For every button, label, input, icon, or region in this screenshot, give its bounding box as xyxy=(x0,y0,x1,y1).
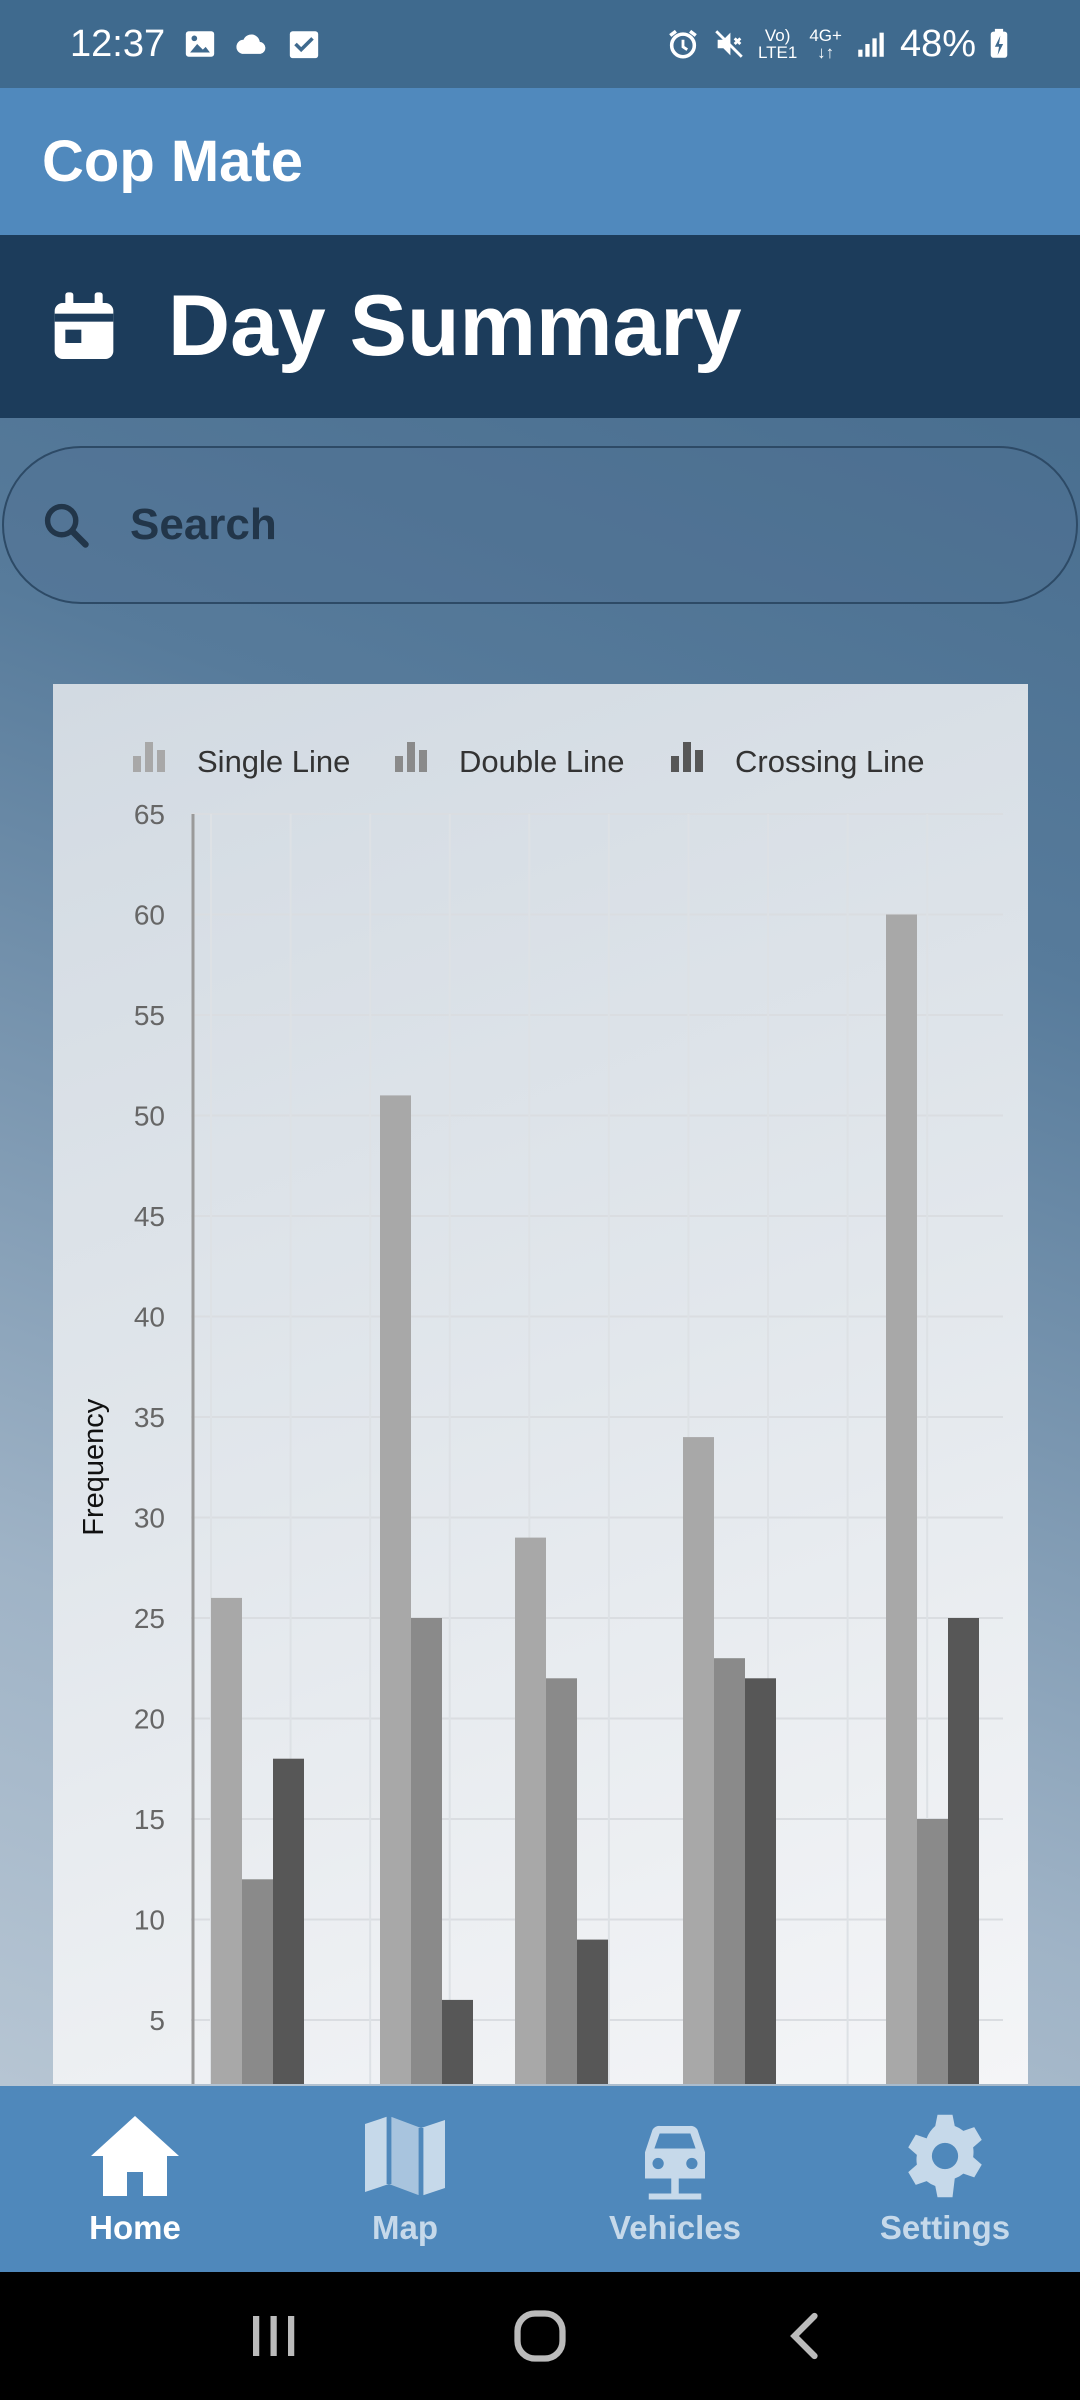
search-bar[interactable] xyxy=(2,446,1078,604)
legend-icon xyxy=(395,756,403,772)
y-tick-label: 10 xyxy=(134,1905,165,1936)
legend-icon xyxy=(157,750,165,772)
app-bar: Cop Mate xyxy=(0,88,1080,235)
home-button-icon[interactable] xyxy=(510,2306,570,2366)
battery-percent: 48% xyxy=(899,22,976,65)
legend-icon xyxy=(133,756,141,772)
page-header: Day Summary xyxy=(0,235,1080,418)
bar-crossing-line xyxy=(948,1618,979,2084)
bar-double-line xyxy=(917,1819,948,2084)
network-top: Vo) xyxy=(764,26,791,45)
y-tick-label: 45 xyxy=(134,1201,165,1232)
map-icon xyxy=(365,2116,445,2196)
status-bar: 12:37 Vo) LTE1 4G+ ↓↑ 48% xyxy=(0,0,1080,88)
legend-icon xyxy=(145,742,153,772)
bar-single-line xyxy=(211,1597,242,2084)
bar-chart: 5 10 15 20 25 30 35 40 45 50 55 60 65 Frequency Single… xyxy=(78,742,1003,2084)
y-tick-label: 20 xyxy=(134,1704,165,1735)
check-icon xyxy=(289,31,319,59)
bar-crossing-line xyxy=(745,1678,776,2084)
nav-settings-label: Settings xyxy=(879,2209,1011,2246)
status-time: 12:37 xyxy=(70,22,166,65)
nav-home-label: Home xyxy=(89,2209,181,2246)
network-type: 4G+ ↓↑ xyxy=(809,26,842,62)
bottom-nav: Home Map Vehicles Settings xyxy=(0,2086,1080,2272)
y-tick-label: 5 xyxy=(149,2005,165,2036)
recent-apps-icon[interactable] xyxy=(243,2306,303,2366)
bar-double-line xyxy=(546,1678,577,2084)
frequency-chart: 5 10 15 20 25 30 35 40 45 50 55 60 65 Frequency Single… xyxy=(53,684,1028,2084)
system-nav xyxy=(0,2272,1080,2400)
y-tick-label: 15 xyxy=(134,1804,165,1835)
y-tick-label: 50 xyxy=(134,1101,165,1132)
battery-icon xyxy=(990,28,1008,58)
legend-label: Crossing Line xyxy=(735,744,925,779)
car-icon xyxy=(645,2125,705,2200)
bar-single-line xyxy=(515,1537,546,2084)
bar-double-line xyxy=(242,1879,273,2084)
mute-icon xyxy=(715,30,743,58)
bar-double-line xyxy=(411,1618,442,2084)
page-title: Day Summary xyxy=(168,278,742,374)
legend-icon xyxy=(407,742,415,772)
gallery-icon xyxy=(185,31,215,57)
back-icon[interactable] xyxy=(777,2306,837,2366)
bar-single-line xyxy=(886,914,917,2084)
bar-double-line xyxy=(714,1658,745,2084)
y-tick-label: 65 xyxy=(134,799,165,830)
bar-single-line xyxy=(380,1095,411,2084)
legend-icon xyxy=(671,756,679,772)
search-icon xyxy=(44,503,89,548)
alarm-icon xyxy=(669,29,697,59)
network-label: Vo) LTE1 xyxy=(758,27,797,61)
y-tick-label: 30 xyxy=(134,1503,165,1534)
search-input[interactable] xyxy=(130,500,930,550)
home-icon xyxy=(91,2116,179,2196)
y-tick-label: 55 xyxy=(134,1000,165,1031)
bar-crossing-line xyxy=(442,1999,473,2084)
nav-home[interactable]: Home xyxy=(0,2086,270,2272)
gear-icon xyxy=(908,2114,982,2198)
bar-crossing-line xyxy=(273,1758,304,2084)
app-title: Cop Mate xyxy=(42,129,303,194)
nav-map-label: Map xyxy=(372,2209,438,2246)
network-type-label: 4G+ xyxy=(809,26,842,45)
y-tick-label: 25 xyxy=(134,1603,165,1634)
calendar-icon xyxy=(54,291,114,359)
legend-label: Single Line xyxy=(197,744,350,779)
network-bottom: LTE1 xyxy=(757,43,798,62)
legend-icon xyxy=(419,750,427,772)
signal-icon xyxy=(858,32,884,57)
y-tick-label: 40 xyxy=(134,1302,165,1333)
y-axis-label: Frequency xyxy=(78,1398,110,1536)
nav-vehicles-label: Vehicles xyxy=(608,2209,742,2246)
bar-crossing-line xyxy=(577,1939,608,2084)
legend-label: Double Line xyxy=(459,744,624,779)
nav-vehicles[interactable]: Vehicles xyxy=(540,2086,810,2272)
y-tick-label: 35 xyxy=(134,1402,165,1433)
nav-settings[interactable]: Settings xyxy=(810,2086,1080,2272)
y-tick-label: 60 xyxy=(134,900,165,931)
cloud-icon xyxy=(236,34,266,54)
legend-icon xyxy=(683,742,691,772)
legend-icon xyxy=(695,750,703,772)
bar-single-line xyxy=(683,1437,714,2084)
nav-map[interactable]: Map xyxy=(270,2086,540,2272)
